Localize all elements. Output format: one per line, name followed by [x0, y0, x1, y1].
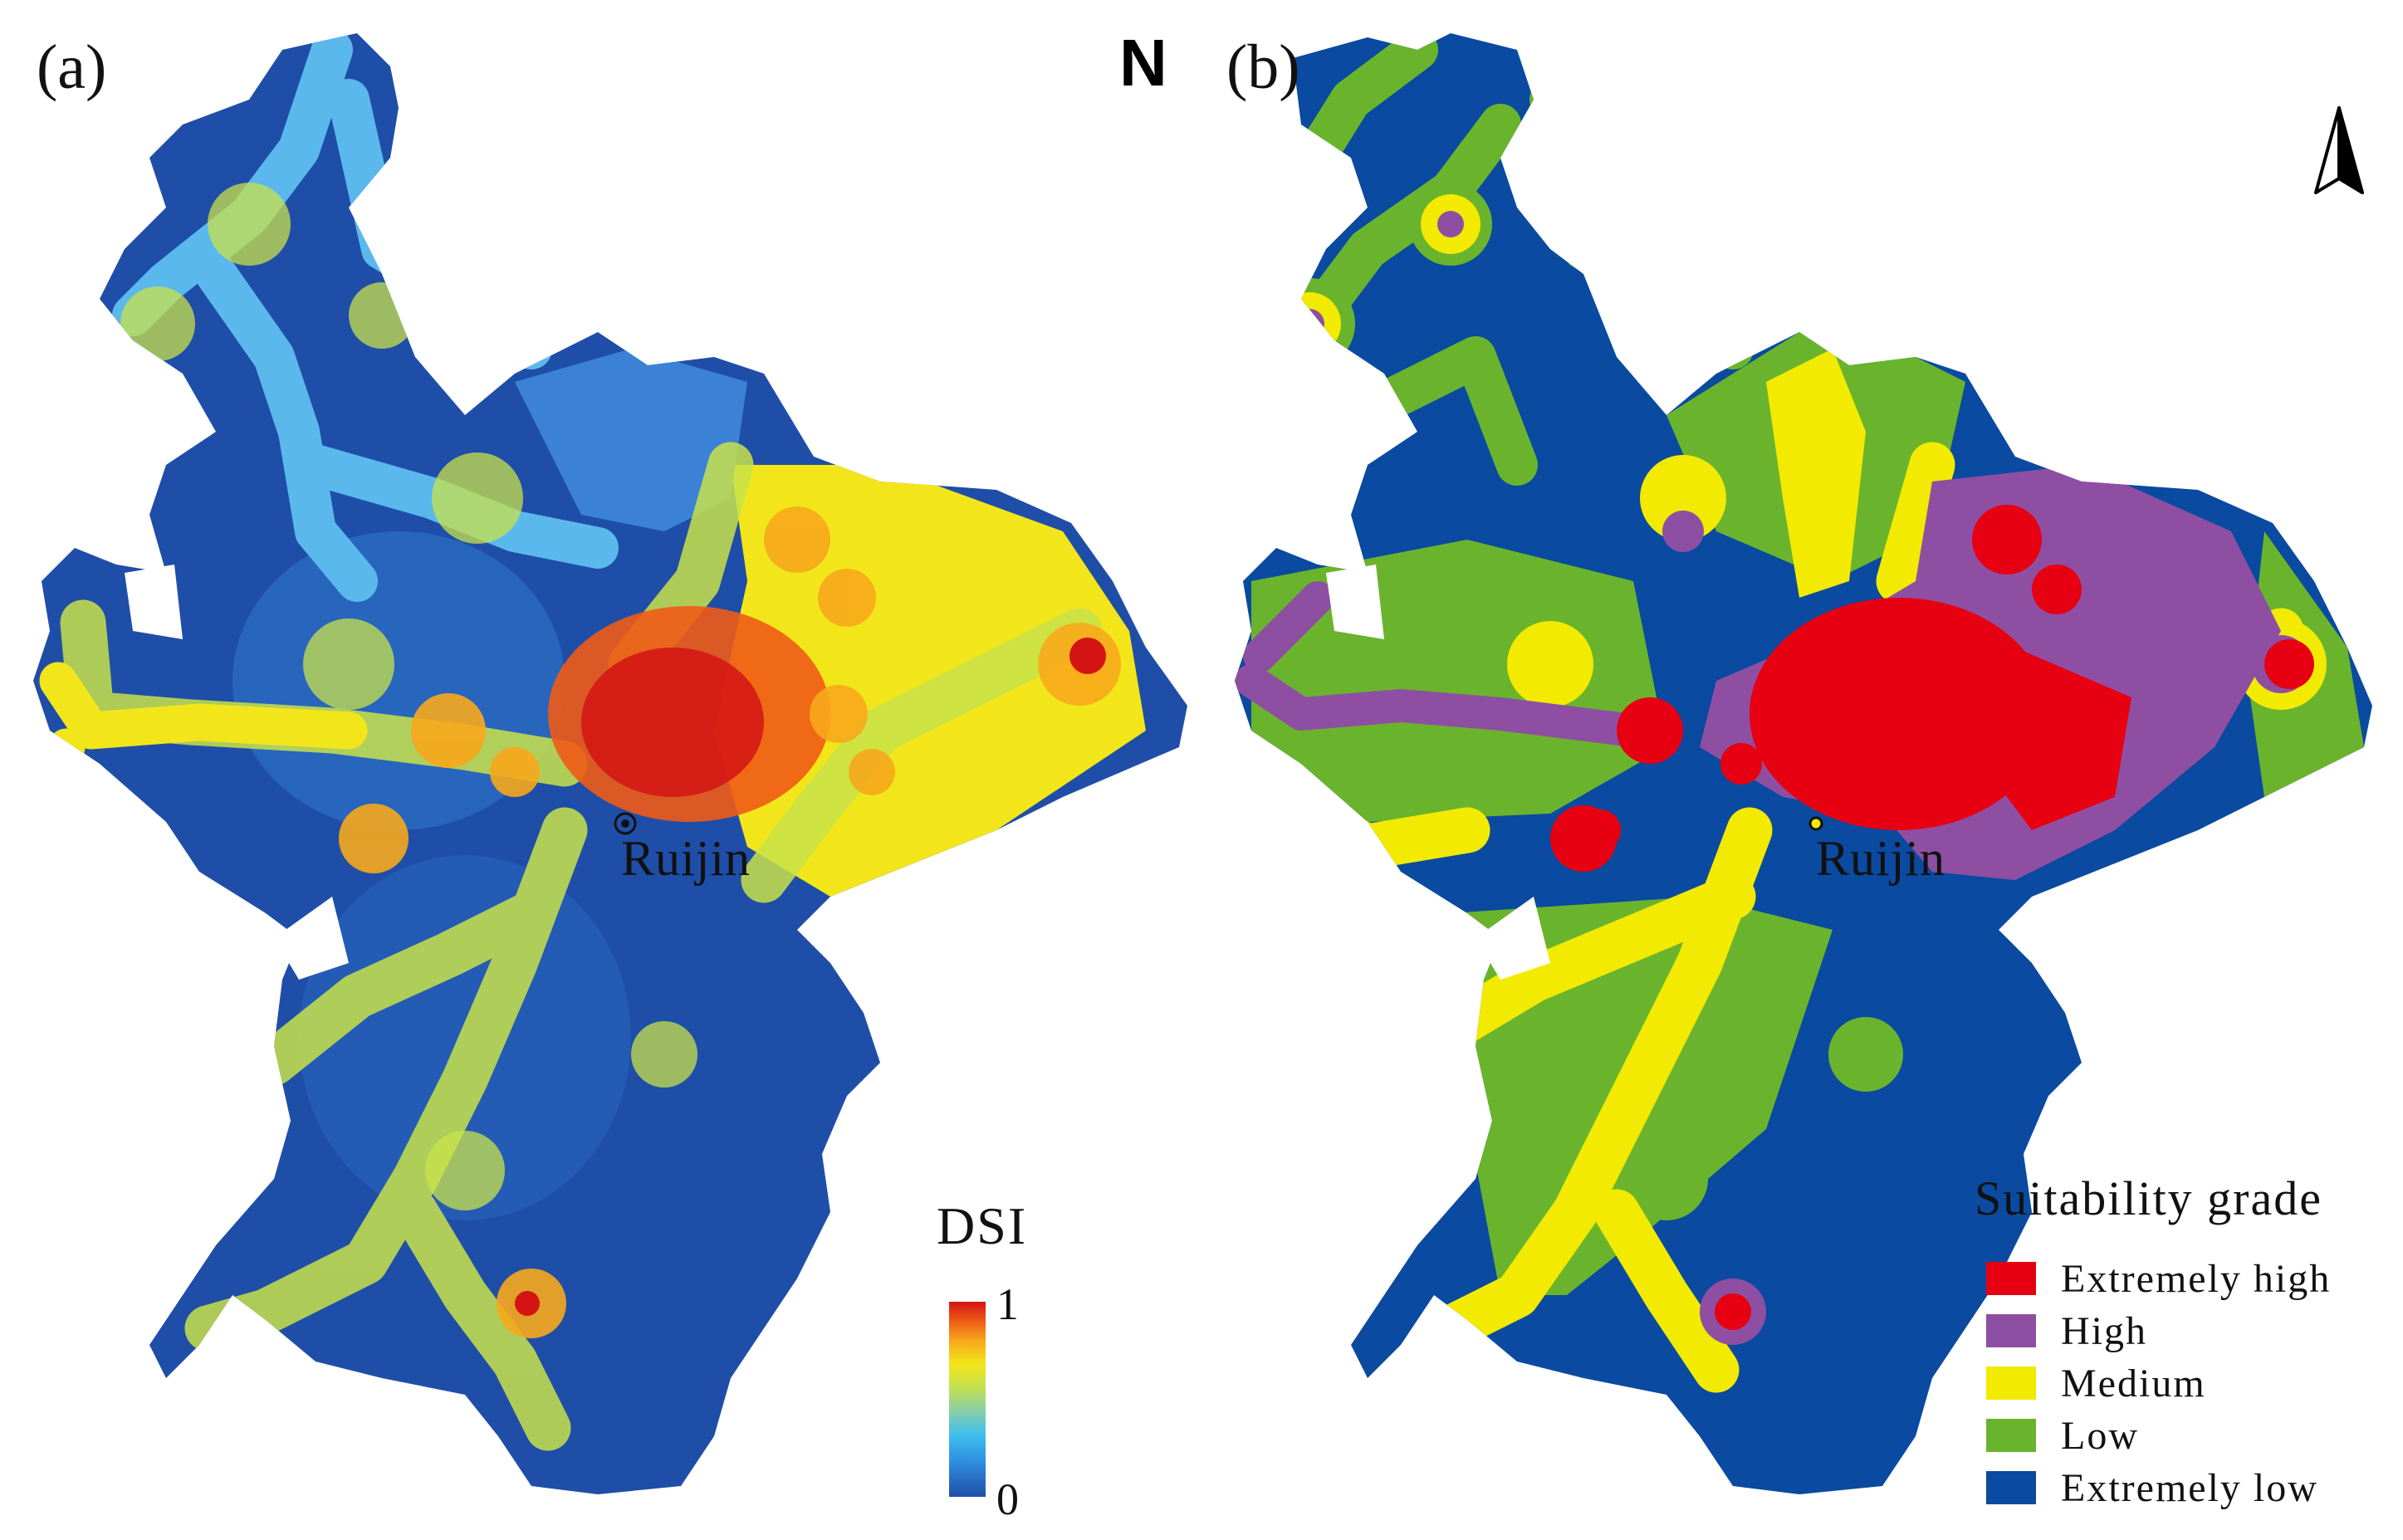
dsi-max-label: 1: [996, 1279, 1019, 1329]
city-marker-icon-b: [1808, 816, 1823, 831]
city-label-a: Ruijin: [621, 831, 751, 886]
legend-item-medium: Medium: [1986, 1361, 2206, 1406]
suitability-raster: [1235, 33, 2364, 1393]
legend-swatch: [1986, 1262, 2036, 1295]
legend-label: Extremely high: [2061, 1256, 2332, 1301]
dsi-legend-title: DSI: [937, 1196, 1028, 1255]
dsi-min-label: 0: [996, 1474, 1019, 1524]
north-arrow-icon: [2314, 106, 2364, 194]
legend-item-low: Low: [1986, 1413, 2139, 1458]
dsi-color-ramp: [949, 1302, 986, 1497]
legend-label: Low: [2061, 1413, 2139, 1458]
city-label-b: Ruijin: [1816, 831, 1946, 886]
legend-swatch: [1986, 1419, 2036, 1452]
legend-item-extremely-low: Extremely low: [1986, 1465, 2318, 1510]
north-arrow-letter: N: [1119, 26, 1167, 100]
legend-swatch: [1986, 1471, 2036, 1504]
panel-label-a: (a): [37, 32, 107, 102]
legend-item-high: High: [1986, 1308, 2147, 1353]
legend-label: Extremely low: [2061, 1465, 2318, 1510]
dsi-map-canvas: [33, 33, 1187, 1494]
suitability-map-canvas: [1235, 33, 2372, 1494]
legend-swatch: [1986, 1366, 2036, 1400]
legend-item-extremely-high: Extremely high: [1986, 1256, 2332, 1301]
panel-b-suitability-map: (b) Ruijin: [1202, 0, 2403, 1540]
dsi-raster: [33, 33, 1146, 1451]
legend-label: Medium: [2061, 1361, 2206, 1406]
panel-a-dsi-map: (a) Ruijin DSI 1 0: [33, 32, 1187, 1524]
suitability-legend-title: Suitability grade: [1975, 1171, 2322, 1225]
city-marker-icon: [614, 812, 637, 835]
legend-swatch: [1986, 1314, 2036, 1347]
legend-label: High: [2061, 1308, 2147, 1353]
panel-label-b: (b): [1226, 32, 1300, 102]
